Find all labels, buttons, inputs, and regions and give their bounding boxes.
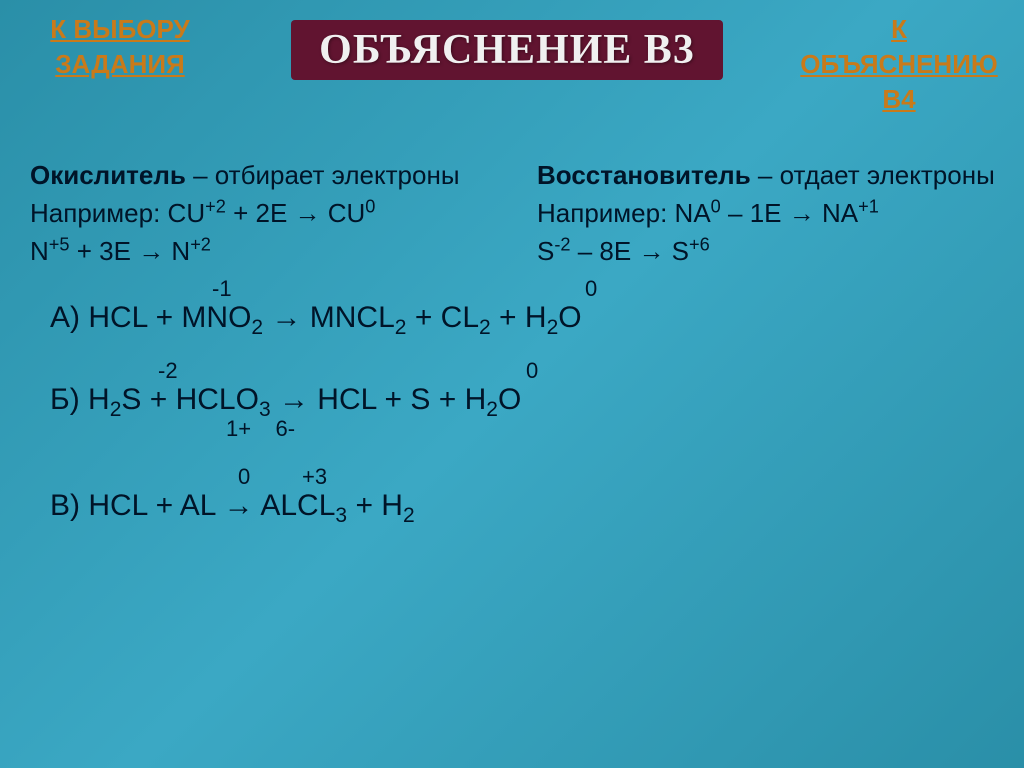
eqB-below: 1+ 6- [226,416,295,442]
oxidizer-definition: Окислитель – отбирает электроны Например… [30,157,497,270]
nav-select-task-link[interactable]: К ВЫБОРУ ЗАДАНИЯ [20,12,220,82]
title-wrap: ОБЪЯСНЕНИЕ В3 [220,12,794,80]
nav-left-line2: ЗАДАНИЯ [55,49,184,79]
eqA-ox2: 0 [585,276,597,302]
eqC-ox2: +3 [302,464,327,490]
title-box: ОБЪЯСНЕНИЕ В3 [291,20,723,80]
eqA-ox1: -1 [212,276,232,302]
nav-explain-b4-link[interactable]: К ОБЪЯСНЕНИЮ В4 [794,12,1004,117]
eqC-ox1: 0 [238,464,250,490]
eqA-line: А) HCL + MNO2 → MNCL2 + CL2 + H2O [50,300,1024,336]
eqC-line: В) HCL + AL → ALCL3 + H2 [50,488,1024,524]
oxidizer-eq1: CU+2 + 2E → CU0 [168,198,376,228]
nav-right-line1: К ОБЪЯСНЕНИЮ [800,14,997,79]
oxidizer-line1: Окислитель – отбирает электроны [30,157,497,195]
equation-b: -2 0 Б) H2S + HCLO3 → HCL + S + H2O 1+ 6… [50,382,1024,418]
nav-left-line1: К ВЫБОРУ [50,14,189,44]
reducer-eq1: NA0 – 1E → NA+1 [675,198,879,228]
reducer-example1: Например: NA0 – 1E → NA+1 [537,195,1004,233]
oxidizer-term: Окислитель [30,160,186,190]
header-row: К ВЫБОРУ ЗАДАНИЯ ОБЪЯСНЕНИЕ В3 К ОБЪЯСНЕ… [0,0,1024,117]
oxidizer-eq2: N+5 + 3E → N+2 [30,233,497,271]
example-label: Например: [537,198,675,228]
equation-c: 0 +3 В) HCL + AL → ALCL3 + H2 [50,488,1024,524]
reducer-line1: Восстановитель – отдает электроны [537,157,1004,195]
eqB-ox2: 0 [526,358,538,384]
oxidizer-example1: Например: CU+2 + 2E → CU0 [30,195,497,233]
page-title: ОБЪЯСНЕНИЕ В3 [319,27,695,73]
reducer-term: Восстановитель [537,160,751,190]
equations-section: -1 0 А) HCL + MNO2 → MNCL2 + CL2 + H2O -… [50,300,1024,524]
reducer-eq2: S-2 – 8E → S+6 [537,233,1004,271]
eqB-line: Б) H2S + HCLO3 → HCL + S + H2O [50,382,1024,418]
oxidizer-rest: – отбирает электроны [186,160,460,190]
reducer-definition: Восстановитель – отдает электроны Наприм… [537,157,1004,270]
reducer-rest: – отдает электроны [751,160,995,190]
eqB-ox1: -2 [158,358,178,384]
example-label: Например: [30,198,168,228]
nav-right-line2: В4 [882,84,915,114]
definitions-row: Окислитель – отбирает электроны Например… [30,157,1004,270]
equation-a: -1 0 А) HCL + MNO2 → MNCL2 + CL2 + H2O [50,300,1024,336]
